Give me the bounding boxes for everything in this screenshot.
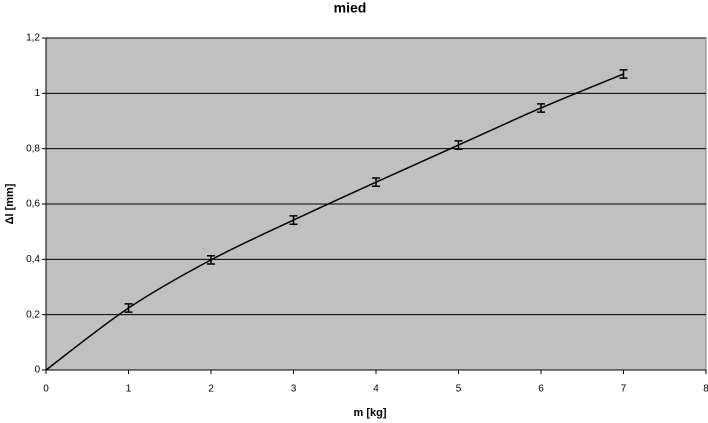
y-axis-label: Δl [mm] [4,183,16,224]
y-tick-label: 0,2 [26,309,40,320]
y-tick-label: 0,6 [26,199,40,210]
error-bar [289,215,298,225]
error-bar [207,254,215,265]
x-tick-label: 1 [126,384,132,395]
chart-title: mied [334,0,367,16]
x-tick-label: 0 [43,384,49,395]
x-tick-label: 5 [456,384,462,395]
error-bar [372,177,380,188]
x-tick-label: 6 [538,384,544,395]
data-line [45,73,624,371]
x-tick-label: 4 [373,384,379,395]
x-tick-label: 2 [208,384,214,395]
y-tick-label: 0,8 [26,143,40,154]
x-tick-label: 7 [621,384,627,395]
y-tick-label: 0,4 [26,254,40,265]
y-tick-label: 1,2 [26,33,40,44]
x-tick-label: 3 [291,384,297,395]
x-axis-label: m [kg] [354,407,387,419]
y-tick-label: 1 [34,88,40,99]
error-bar [537,103,545,113]
y-tick-label: 0 [34,365,40,376]
error-bar [124,303,133,313]
x-tick-label: 8 [703,384,708,395]
error-bar [619,69,628,79]
error-bar [454,140,463,150]
